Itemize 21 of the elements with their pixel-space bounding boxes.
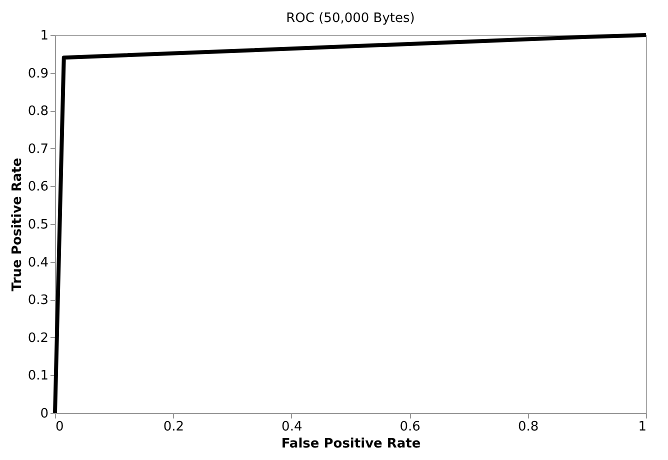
x-tick-label: 0.4 — [282, 420, 302, 434]
x-tick-label: 0.6 — [400, 420, 420, 434]
y-tick-label: 0.7 — [28, 142, 48, 157]
y-tick-label: 0.6 — [28, 180, 48, 195]
y-tick-label: 0.2 — [28, 330, 48, 346]
y-tick-label: 0.9 — [28, 66, 48, 82]
x-tick-label: 0.2 — [163, 420, 184, 434]
line-series — [53, 33, 648, 415]
y-tick-label: 0.1 — [28, 368, 48, 384]
y-tick-label: 0.5 — [28, 218, 48, 232]
y-tick-label: 0 — [40, 406, 48, 422]
y-tick-label: 1 — [40, 28, 48, 44]
y-axis-title: True Positive Rate — [10, 158, 25, 292]
chart-title: ROC (50,000 Bytes) — [286, 11, 415, 26]
y-tick-label: 0.8 — [28, 104, 48, 120]
y-tick-label: 0.4 — [28, 255, 48, 270]
x-tick-label: 0 — [56, 420, 64, 434]
x-axis-title: False Positive Rate — [281, 436, 421, 452]
x-tick-label: 0.8 — [518, 420, 539, 434]
x-tick-label: 1 — [638, 420, 646, 434]
y-tick-label: 0.3 — [28, 293, 48, 308]
